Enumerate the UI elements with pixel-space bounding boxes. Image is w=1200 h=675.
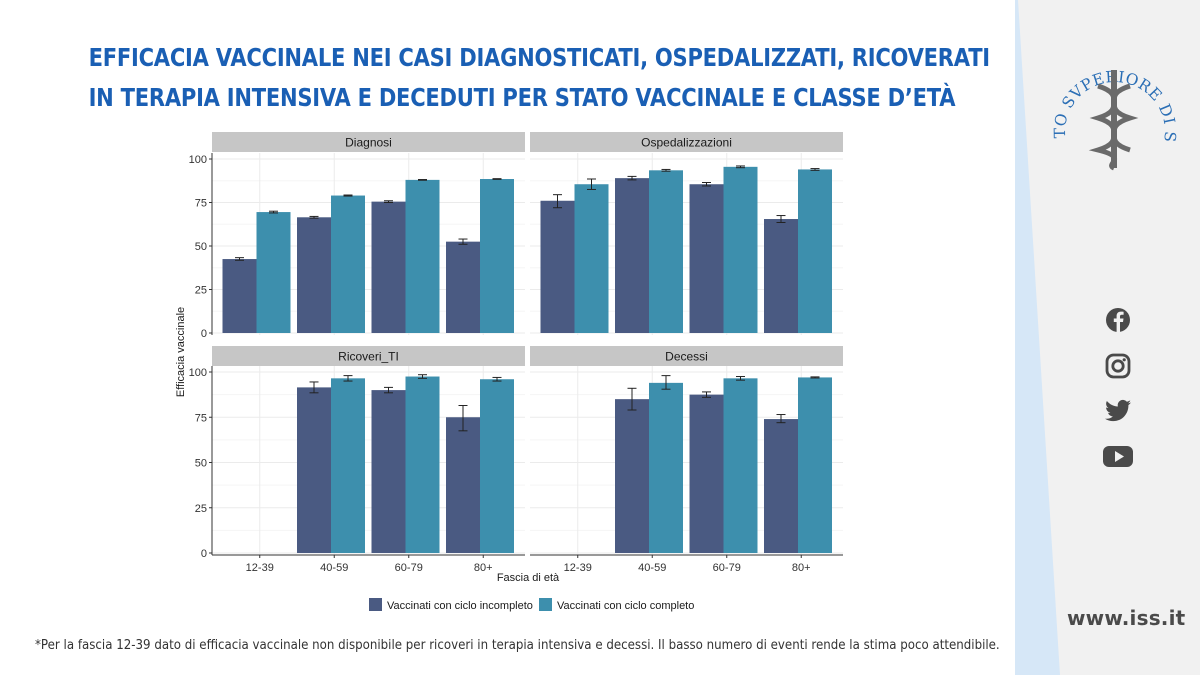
y-tick-label: 75 — [195, 198, 207, 210]
bar — [331, 378, 365, 553]
bar — [371, 390, 406, 553]
x-tick-label: 40-59 — [638, 562, 666, 574]
bar — [405, 179, 440, 333]
bar — [574, 184, 609, 333]
legend-label: Vaccinati con ciclo completo — [557, 600, 694, 612]
y-axis-label: Efficacia vaccinale — [175, 307, 187, 397]
bar — [480, 379, 514, 553]
bar — [297, 217, 331, 333]
bar — [723, 166, 758, 333]
bar — [297, 387, 331, 553]
panel-title: Decessi — [665, 350, 708, 364]
youtube-icon[interactable] — [1100, 438, 1136, 474]
footnote: *Per la fascia 12-39 dato di efficacia v… — [35, 638, 1000, 653]
bar — [331, 195, 365, 333]
title-line-2: IN TERAPIA INTENSIVA E DECEDUTI PER STAT… — [88, 83, 956, 112]
y-tick-label: 0 — [201, 548, 207, 560]
bar — [764, 219, 798, 333]
legend-swatch — [539, 598, 552, 611]
panel-strip — [212, 132, 525, 152]
panel-title: Diagnosi — [345, 136, 392, 150]
y-tick-label: 100 — [189, 367, 207, 379]
y-tick-label: 50 — [195, 458, 207, 470]
x-tick-label: 12-39 — [246, 562, 274, 574]
panel-title: Ospedalizzazioni — [641, 136, 732, 150]
twitter-icon[interactable] — [1100, 392, 1136, 428]
bar — [405, 376, 440, 553]
bar — [615, 178, 649, 333]
bar — [371, 201, 406, 333]
slide-title: EFFICACIA VACCINALE NEI CASI DIAGNOSTICA… — [88, 38, 991, 118]
panel-strip — [530, 346, 843, 366]
panel-title: Ricoveri_TI — [338, 350, 399, 364]
sidebar-stripe — [1015, 0, 1060, 675]
bar — [723, 378, 758, 553]
x-axis-label: Fascia di età — [497, 572, 560, 584]
y-tick-label: 50 — [195, 241, 207, 253]
x-tick-label: 60-79 — [713, 562, 741, 574]
bar — [446, 241, 480, 333]
iss-logo: ISTITVTO SVPERIORE DI SANITÀ — [1052, 42, 1177, 171]
caduceus-icon — [1088, 70, 1139, 171]
x-tick-label: 40-59 — [320, 562, 348, 574]
legend-swatch — [369, 598, 382, 611]
bar — [689, 394, 724, 553]
x-tick-label: 12-39 — [564, 562, 592, 574]
bar — [480, 179, 514, 333]
bar — [615, 399, 649, 553]
y-tick-label: 25 — [195, 503, 207, 515]
bar — [649, 382, 683, 553]
title-line-1: EFFICACIA VACCINALE NEI CASI DIAGNOSTICA… — [88, 43, 991, 72]
bar — [446, 417, 480, 553]
facebook-icon[interactable] — [1100, 302, 1136, 338]
bar — [222, 259, 257, 333]
bar — [798, 169, 832, 333]
panel-strip — [212, 346, 525, 366]
bar — [798, 377, 832, 553]
x-tick-label: 80+ — [792, 562, 811, 574]
bar — [764, 419, 798, 553]
website-link[interactable]: www.iss.it — [1067, 606, 1186, 630]
bar — [689, 184, 724, 333]
bar — [256, 212, 291, 333]
y-tick-label: 100 — [189, 154, 207, 166]
legend-label: Vaccinati con ciclo incompleto — [387, 600, 533, 612]
bar — [540, 200, 575, 333]
y-tick-label: 25 — [195, 285, 207, 297]
instagram-icon[interactable] — [1100, 348, 1136, 384]
y-tick-label: 75 — [195, 412, 207, 424]
x-tick-label: 60-79 — [395, 562, 423, 574]
x-tick-label: 80+ — [474, 562, 493, 574]
bar — [649, 170, 683, 333]
vaccine-efficacy-chart: Diagnosi 0 25 50 75 100 Ospedalizzazioni Ricove… — [175, 132, 843, 612]
panel-strip — [530, 132, 843, 152]
y-tick-label: 0 — [201, 328, 207, 340]
